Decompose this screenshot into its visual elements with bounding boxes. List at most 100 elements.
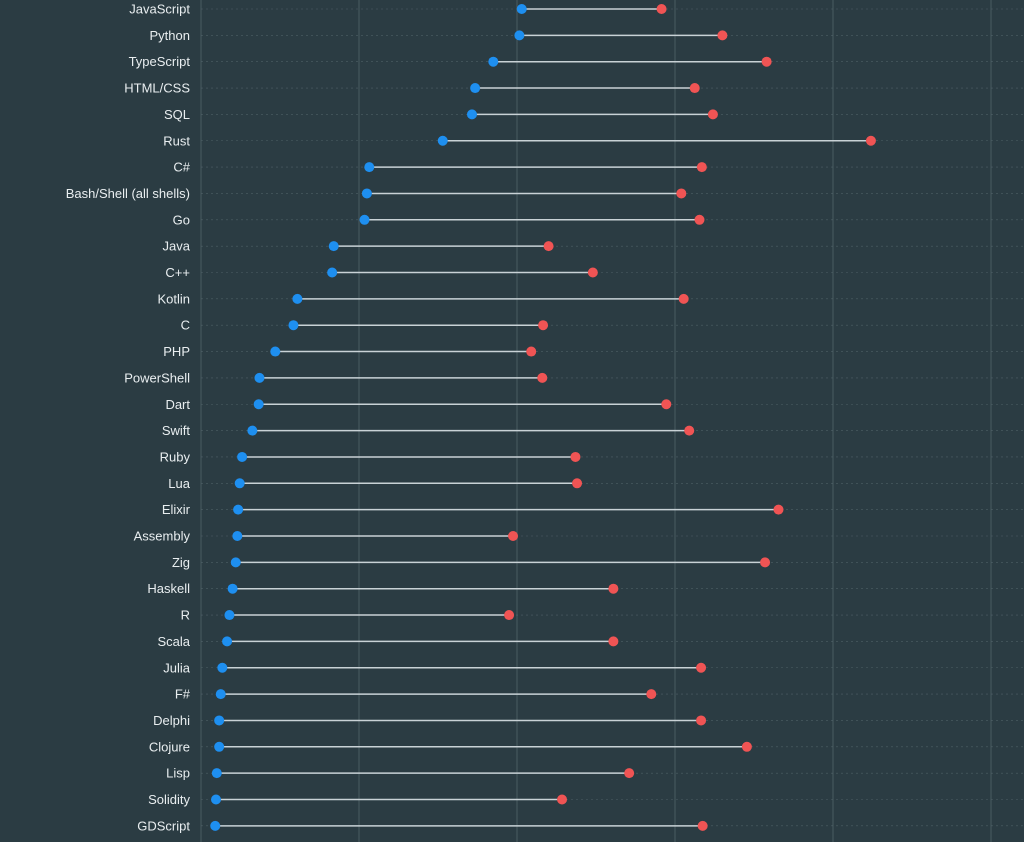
category-label: Bash/Shell (all shells) bbox=[66, 186, 190, 201]
end-value-dot bbox=[661, 399, 672, 410]
end-value-dot bbox=[697, 820, 708, 831]
end-value-dot bbox=[504, 610, 515, 621]
start-value-dot bbox=[227, 583, 238, 594]
category-label: Lua bbox=[168, 476, 190, 491]
end-value-dot bbox=[717, 30, 728, 41]
end-value-dot bbox=[707, 109, 718, 120]
category-label: JavaScript bbox=[129, 2, 190, 17]
category-label: Kotlin bbox=[157, 291, 190, 306]
start-value-dot bbox=[361, 188, 372, 199]
start-value-dot bbox=[247, 425, 258, 436]
category-label: Ruby bbox=[160, 449, 191, 464]
end-value-dot bbox=[773, 504, 784, 515]
end-value-dot bbox=[696, 162, 707, 173]
category-label: Haskell bbox=[147, 581, 190, 596]
end-value-dot bbox=[570, 451, 581, 462]
start-value-dot bbox=[234, 478, 245, 489]
start-value-dot bbox=[214, 741, 225, 752]
start-value-dot bbox=[222, 636, 233, 647]
end-value-dot bbox=[684, 425, 695, 436]
end-value-dot bbox=[678, 293, 689, 304]
category-label: C# bbox=[173, 160, 190, 175]
category-label: Elixir bbox=[162, 502, 191, 517]
category-label: C++ bbox=[165, 265, 190, 280]
start-value-dot bbox=[514, 30, 525, 41]
end-value-dot bbox=[696, 715, 707, 726]
start-value-dot bbox=[470, 83, 481, 94]
category-label: Delphi bbox=[153, 713, 190, 728]
end-value-dot bbox=[656, 4, 667, 14]
category-label: Lisp bbox=[166, 766, 190, 781]
dot-layer bbox=[210, 4, 876, 831]
end-value-dot bbox=[608, 636, 619, 647]
end-value-dot bbox=[761, 56, 772, 67]
category-label: Zig bbox=[172, 555, 190, 570]
start-value-dot bbox=[466, 109, 477, 120]
grid-layer bbox=[200, 0, 1024, 842]
start-value-dot bbox=[254, 372, 265, 383]
category-label: Python bbox=[150, 28, 190, 43]
start-value-dot bbox=[211, 794, 222, 805]
end-value-dot bbox=[543, 241, 554, 252]
category-label: Dart bbox=[165, 397, 190, 412]
category-label: Assembly bbox=[134, 529, 191, 544]
category-label: TypeScript bbox=[129, 54, 191, 69]
end-value-dot bbox=[741, 741, 752, 752]
category-label: HTML/CSS bbox=[124, 81, 190, 96]
start-value-dot bbox=[211, 768, 222, 779]
start-value-dot bbox=[253, 399, 264, 410]
category-label: PowerShell bbox=[124, 370, 190, 385]
start-value-dot bbox=[237, 451, 248, 462]
end-value-dot bbox=[608, 583, 619, 594]
category-label: Scala bbox=[157, 634, 190, 649]
category-label: C bbox=[181, 318, 190, 333]
category-label: Java bbox=[163, 239, 191, 254]
category-label: PHP bbox=[163, 344, 190, 359]
start-value-dot bbox=[230, 557, 241, 568]
category-label: SQL bbox=[164, 107, 190, 122]
end-value-dot bbox=[508, 531, 519, 541]
connector-layer bbox=[215, 8, 871, 827]
start-value-dot bbox=[214, 715, 225, 726]
category-label: Rust bbox=[163, 133, 190, 148]
end-value-dot bbox=[538, 320, 549, 331]
category-label: R bbox=[181, 608, 190, 623]
start-value-dot bbox=[233, 504, 244, 515]
start-value-dot bbox=[327, 267, 338, 278]
end-value-dot bbox=[676, 188, 687, 199]
start-value-dot bbox=[328, 241, 339, 252]
category-label: Go bbox=[173, 212, 190, 227]
start-value-dot bbox=[364, 162, 375, 173]
category-label: Clojure bbox=[149, 739, 190, 754]
start-value-dot bbox=[292, 293, 303, 304]
end-value-dot bbox=[624, 768, 635, 779]
start-value-dot bbox=[437, 135, 448, 146]
start-value-dot bbox=[215, 689, 226, 700]
start-value-dot bbox=[224, 610, 235, 621]
end-value-dot bbox=[587, 267, 598, 278]
end-value-dot bbox=[572, 478, 583, 489]
end-value-dot bbox=[646, 689, 657, 700]
label-layer: JavaScript Python TypeScript HTML/CSS SQL Rus… bbox=[66, 2, 191, 834]
start-value-dot bbox=[359, 214, 370, 225]
end-value-dot bbox=[557, 794, 568, 805]
category-label: Swift bbox=[162, 423, 191, 438]
end-value-dot bbox=[865, 135, 876, 146]
category-label: F# bbox=[175, 687, 191, 702]
end-value-dot bbox=[537, 372, 548, 383]
end-value-dot bbox=[760, 557, 771, 568]
end-value-dot bbox=[696, 662, 707, 673]
start-value-dot bbox=[516, 4, 527, 14]
start-value-dot bbox=[217, 662, 228, 673]
start-value-dot bbox=[232, 531, 243, 541]
end-value-dot bbox=[694, 214, 705, 225]
start-value-dot bbox=[270, 346, 281, 357]
end-value-dot bbox=[689, 83, 700, 94]
start-value-dot bbox=[488, 56, 499, 67]
start-value-dot bbox=[288, 320, 299, 331]
end-value-dot bbox=[526, 346, 537, 357]
category-label: Julia bbox=[163, 660, 191, 675]
category-label: Solidity bbox=[148, 792, 190, 807]
category-label: GDScript bbox=[137, 818, 190, 833]
